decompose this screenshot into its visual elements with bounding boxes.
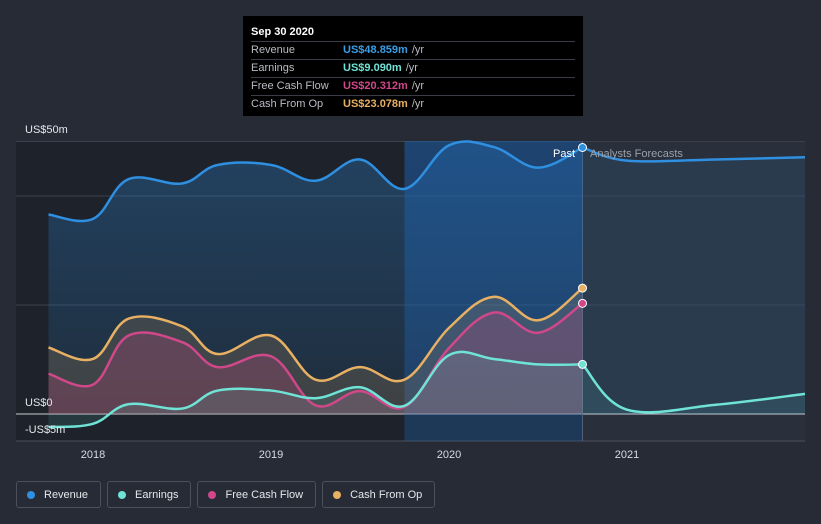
free-cash-flow-line <box>48 302 584 410</box>
y-tick-label-zero: US$0 <box>25 397 53 409</box>
legend-item-free-cash-flow[interactable]: Free Cash Flow <box>197 481 317 508</box>
tooltip-name: Earnings <box>251 62 295 74</box>
forecast-label: Analysts Forecasts <box>590 148 683 160</box>
cash-from-op-line <box>48 287 584 383</box>
revenue-forecast-area <box>582 147 805 414</box>
tooltip-unit: /yr <box>411 98 425 110</box>
past-label: Past <box>553 148 575 160</box>
data-tooltip: Sep 30 2020 Revenue US$48.859m /yr Earni… <box>243 16 583 116</box>
cash-from-op-area <box>48 288 583 414</box>
legend-dot-icon <box>27 490 35 499</box>
legend-dot-icon <box>208 490 217 499</box>
legend-item-earnings[interactable]: Earnings <box>107 481 192 508</box>
tooltip-value: US$9.090m <box>343 62 402 74</box>
tooltip-row-cash-from-op: Cash From Op US$23.078m /yr <box>251 95 575 113</box>
x-tick-label-2021: 2021 <box>615 449 639 461</box>
legend-item-cash-from-op[interactable]: Cash From Op <box>322 481 436 508</box>
legend-label: Earnings <box>135 488 179 501</box>
x-tick-label-2018: 2018 <box>81 449 105 461</box>
cash-from-op-marker <box>578 283 587 293</box>
earnings-line <box>48 350 583 429</box>
tooltip-row-revenue: Revenue US$48.859m /yr <box>251 41 575 59</box>
y-tick-label-bottom: -US$5m <box>25 424 65 436</box>
tooltip-unit: /yr <box>411 80 425 92</box>
tooltip-row-free-cash-flow: Free Cash Flow US$20.312m /yr <box>251 77 575 95</box>
free-cash-flow-marker <box>578 298 587 308</box>
legend-label: Revenue <box>44 488 89 501</box>
tooltip-value: US$23.078m <box>343 98 408 110</box>
tooltip-value: US$48.859m <box>343 44 408 56</box>
tooltip-unit: /yr <box>405 62 418 74</box>
tooltip-date: Sep 30 2020 <box>251 26 314 38</box>
x-tick-label-2019: 2019 <box>259 449 283 461</box>
tooltip-value: US$20.312m <box>343 80 408 92</box>
earnings-marker <box>578 359 587 369</box>
x-tick-label-2020: 2020 <box>437 449 461 461</box>
legend-label: Cash From Op <box>350 488 423 501</box>
earnings-area <box>48 351 583 428</box>
revenue-marker <box>578 142 587 152</box>
tooltip-row-earnings: Earnings US$9.090m /yr <box>251 59 575 77</box>
highlight-band <box>404 141 583 441</box>
tooltip-name: Free Cash Flow <box>251 80 329 92</box>
revenue-line <box>48 140 584 223</box>
revenue-line-forecast <box>582 146 806 163</box>
legend-label: Free Cash Flow <box>225 488 304 501</box>
tooltip-name: Cash From Op <box>251 98 324 110</box>
legend-item-revenue[interactable]: Revenue <box>16 481 102 508</box>
tooltip-name: Revenue <box>251 44 296 56</box>
forecast-region-bg <box>582 141 805 441</box>
earnings-line-forecast <box>581 363 806 414</box>
chart-legend: Revenue Earnings Free Cash Flow Cash Fro… <box>16 481 436 508</box>
legend-dot-icon <box>333 490 342 499</box>
tooltip-unit: /yr <box>411 44 425 56</box>
legend-dot-icon <box>118 490 127 499</box>
y-tick-label-top: US$50m <box>25 124 68 136</box>
free-cash-flow-area <box>48 303 583 414</box>
